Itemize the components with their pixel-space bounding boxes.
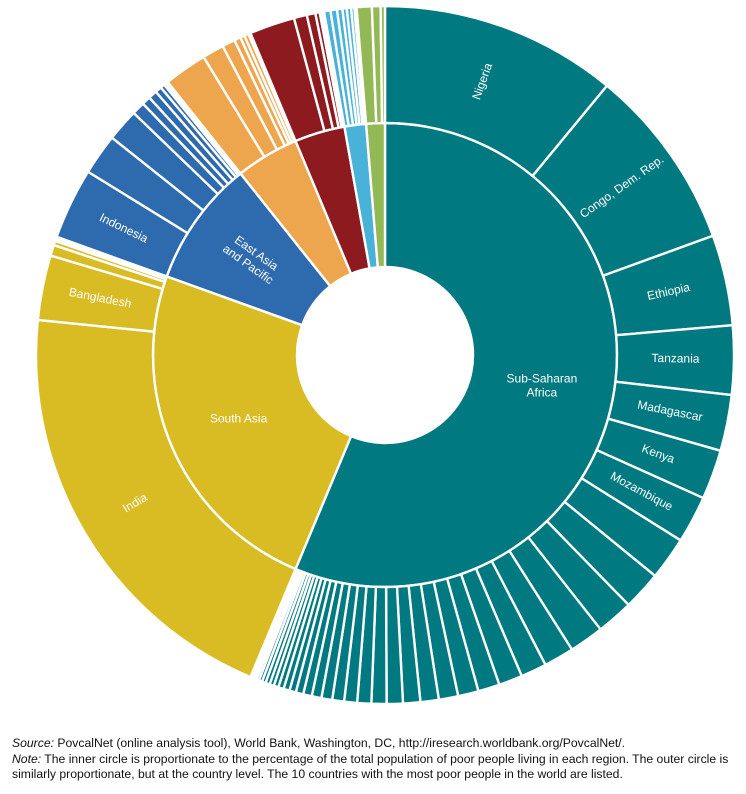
chart-notes: Source: PovcalNet (online analysis tool)…: [12, 736, 738, 783]
note-line: Note: The inner circle is proportionate …: [12, 752, 738, 783]
country-slice-row-country-3: [379, 4, 387, 125]
note-label: Note:: [12, 751, 42, 766]
country-label-tanzania: Tanzania: [651, 351, 700, 366]
source-text: PovcalNet (online analysis tool), World …: [54, 736, 626, 750]
country-slice-india: [34, 318, 297, 679]
source-label: Source:: [12, 736, 55, 750]
note-text: The inner circle is proportionate to the…: [12, 751, 729, 782]
center-hole: [297, 267, 473, 443]
region-label-sub-saharan-africa: Sub-Saharan Africa: [507, 372, 578, 400]
source-line: Source: PovcalNet (online analysis tool)…: [12, 736, 738, 752]
region-label-south-asia: South Asia: [210, 412, 268, 426]
